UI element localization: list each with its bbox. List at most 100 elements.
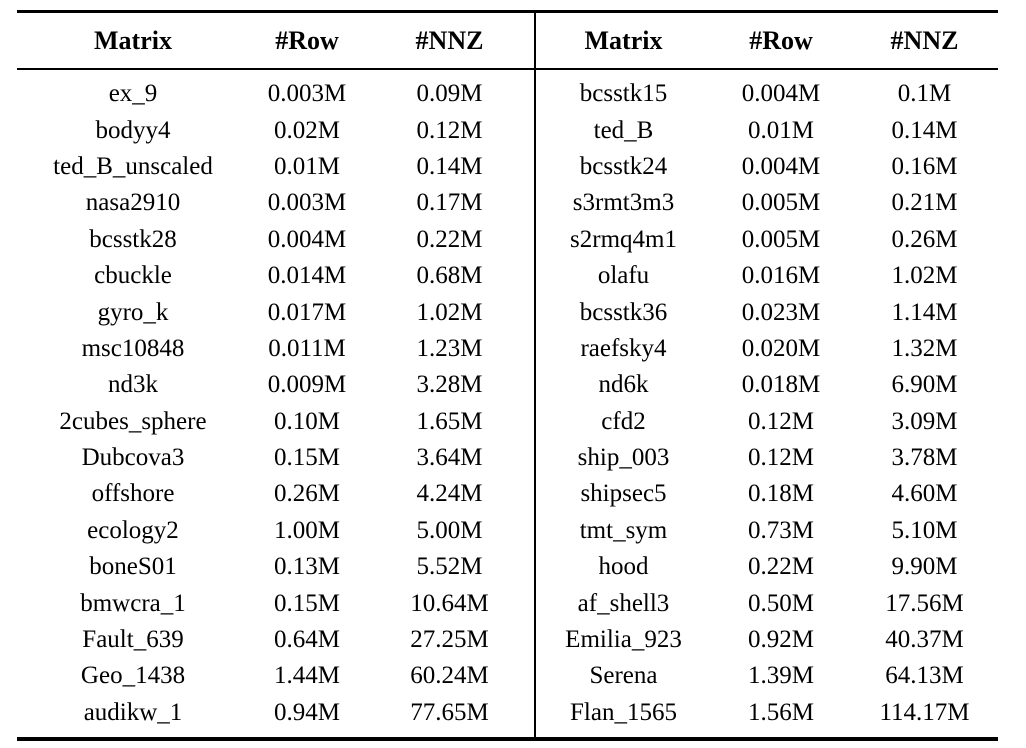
matrix-name-cell: ship_003	[534, 439, 711, 477]
row-count-cell: 0.004M	[741, 80, 821, 108]
row-count-cell: 0.12M	[748, 407, 814, 435]
row-count-cell: 0.005M	[741, 189, 821, 217]
matrix-name-cell: cbuckle	[94, 262, 172, 290]
nnz-count-cell: 60.24M	[410, 662, 489, 690]
row-count-cell: 0.01M	[274, 152, 340, 180]
row-count-cell: 0.017M	[267, 298, 347, 326]
row-count-cell: 0.22M	[748, 553, 814, 581]
nnz-count-cell: 0.14M	[891, 116, 958, 144]
row-count-cell: 0.01M	[748, 116, 814, 144]
matrix-name-cell: Fault_639	[82, 626, 184, 654]
row-count-cell: 1.39M	[748, 662, 814, 690]
row-count-cell: 0.004M	[267, 225, 347, 253]
nnz-count-cell: 114.17M	[879, 698, 970, 726]
row-count-cell: 0.73M	[748, 516, 814, 544]
nnz-count-cell: 17.56M	[885, 589, 964, 617]
table-row: offshore 0.26M 4.24M shipsec5 0.18M 4.60M	[17, 476, 998, 513]
nnz-count-cell: 3.64M	[416, 444, 483, 472]
nnz-count-cell: 5.10M	[891, 516, 958, 544]
row-count-cell: 1.00M	[274, 516, 340, 544]
nnz-count-cell: 0.22M	[416, 225, 483, 253]
row-count-cell: 0.023M	[741, 298, 821, 326]
matrix-name-cell: Flan_1565	[534, 694, 711, 740]
row-count-cell: 0.64M	[274, 626, 340, 654]
table-row: audikw_1 0.94M 77.65M Flan_1565 1.56M 114.17M	[17, 694, 998, 740]
matrix-name-cell: af_shell3	[534, 585, 711, 622]
table-row: Fault_639 0.64M 27.25M Emilia_923 0.92M 40.37…	[17, 621, 998, 659]
nnz-count-cell: 0.1M	[897, 80, 952, 108]
row-count-cell: 0.12M	[748, 444, 814, 472]
matrix-dataset-table: Matrix #Row #NNZ Matrix #Row #NNZ ex_9 0.…	[17, 10, 998, 742]
matrix-name-cell: 2cubes_sphere	[59, 407, 207, 435]
row-count-cell: 0.18M	[748, 480, 814, 508]
matrix-name-cell: audikw_1	[83, 698, 183, 726]
matrix-name-cell: olafu	[534, 257, 711, 295]
nnz-count-cell: 4.24M	[416, 480, 483, 508]
matrix-name-cell: Geo_1438	[80, 662, 186, 690]
header-row: Matrix #Row #NNZ Matrix #Row #NNZ	[17, 11, 998, 70]
row-count-cell: 0.15M	[274, 589, 340, 617]
matrix-name-cell: cfd2	[534, 403, 711, 440]
row-count-cell: 0.016M	[741, 262, 821, 290]
row-count-cell: 0.005M	[741, 225, 821, 253]
nnz-count-cell: 4.60M	[891, 480, 958, 508]
matrix-name-cell: hood	[534, 549, 711, 586]
nnz-count-cell: 1.02M	[416, 298, 483, 326]
table-row: Dubcova3 0.15M 3.64M ship_003 0.12M 3.78M	[17, 439, 998, 477]
matrix-name-cell: bcsstk24	[534, 148, 711, 186]
row-count-cell: 0.004M	[741, 152, 821, 180]
nnz-count-cell: 40.37M	[885, 626, 964, 654]
nnz-count-cell: 6.90M	[891, 371, 958, 399]
row-count-cell: 0.011M	[268, 334, 346, 362]
matrix-name-cell: s3rmt3m3	[534, 185, 711, 222]
nnz-count-cell: 5.52M	[416, 553, 483, 581]
col-header-matrix-right: Matrix	[534, 11, 711, 70]
nnz-count-cell: 5.00M	[416, 516, 483, 544]
matrix-name-cell: ted_B_unscaled	[53, 152, 213, 180]
row-count-cell: 0.13M	[274, 553, 340, 581]
nnz-count-cell: 0.14M	[416, 152, 483, 180]
row-count-cell: 0.020M	[741, 334, 821, 362]
nnz-count-cell: 0.68M	[416, 262, 483, 290]
matrix-name-cell: Dubcova3	[81, 444, 185, 472]
nnz-count-cell: 0.12M	[416, 116, 483, 144]
nnz-count-cell: 1.32M	[891, 334, 958, 362]
matrix-name-cell: ecology2	[87, 516, 179, 544]
nnz-count-cell: 0.26M	[891, 225, 958, 253]
row-count-cell: 0.018M	[741, 371, 821, 399]
nnz-count-cell: 0.21M	[891, 189, 958, 217]
nnz-count-cell: 0.09M	[416, 80, 483, 108]
table-body: ex_9 0.003M 0.09M bcsstk15 0.004M 0.1M bodyy4 0…	[17, 69, 998, 740]
col-header-row-left: #Row	[249, 11, 365, 70]
matrix-name-cell: Serena	[534, 658, 711, 695]
matrix-name-cell: tmt_sym	[534, 512, 711, 550]
table-row: cbuckle 0.014M 0.68M olafu 0.016M 1.02M	[17, 257, 998, 295]
matrix-name-cell: Emilia_923	[534, 621, 711, 659]
table-row: Geo_1438 1.44M 60.24M Serena 1.39M 64.13M	[17, 658, 998, 695]
nnz-count-cell: 1.14M	[891, 298, 958, 326]
row-count-cell: 0.003M	[267, 189, 347, 217]
matrix-name-cell: offshore	[91, 480, 175, 508]
nnz-count-cell: 9.90M	[891, 553, 958, 581]
table-row: ex_9 0.003M 0.09M bcsstk15 0.004M 0.1M	[17, 69, 998, 113]
table-row: msc10848 0.011M 1.23M raefsky4 0.020M 1.32M	[17, 330, 998, 368]
table-row: nd3k 0.009M 3.28M nd6k 0.018M 6.90M	[17, 367, 998, 404]
matrix-name-cell: raefsky4	[534, 330, 711, 368]
row-count-cell: 0.92M	[748, 626, 814, 654]
nnz-count-cell: 0.16M	[891, 152, 958, 180]
table-row: 2cubes_sphere 0.10M 1.65M cfd2 0.12M 3.09M	[17, 403, 998, 440]
nnz-count-cell: 3.28M	[416, 371, 483, 399]
row-count-cell: 0.014M	[267, 262, 347, 290]
table-row: gyro_k 0.017M 1.02M bcsstk36 0.023M 1.14M	[17, 294, 998, 331]
nnz-count-cell: 3.09M	[891, 407, 958, 435]
row-count-cell: 1.44M	[274, 662, 340, 690]
nnz-count-cell: 64.13M	[885, 662, 964, 690]
table-row: ted_B_unscaled 0.01M 0.14M bcsstk24 0.004M 0.…	[17, 148, 998, 186]
nnz-count-cell: 1.65M	[416, 407, 483, 435]
matrix-name-cell: boneS01	[89, 553, 177, 581]
matrix-name-cell: gyro_k	[97, 298, 169, 326]
row-count-cell: 0.50M	[748, 589, 814, 617]
matrix-name-cell: ex_9	[108, 80, 158, 108]
row-count-cell: 0.26M	[274, 480, 340, 508]
